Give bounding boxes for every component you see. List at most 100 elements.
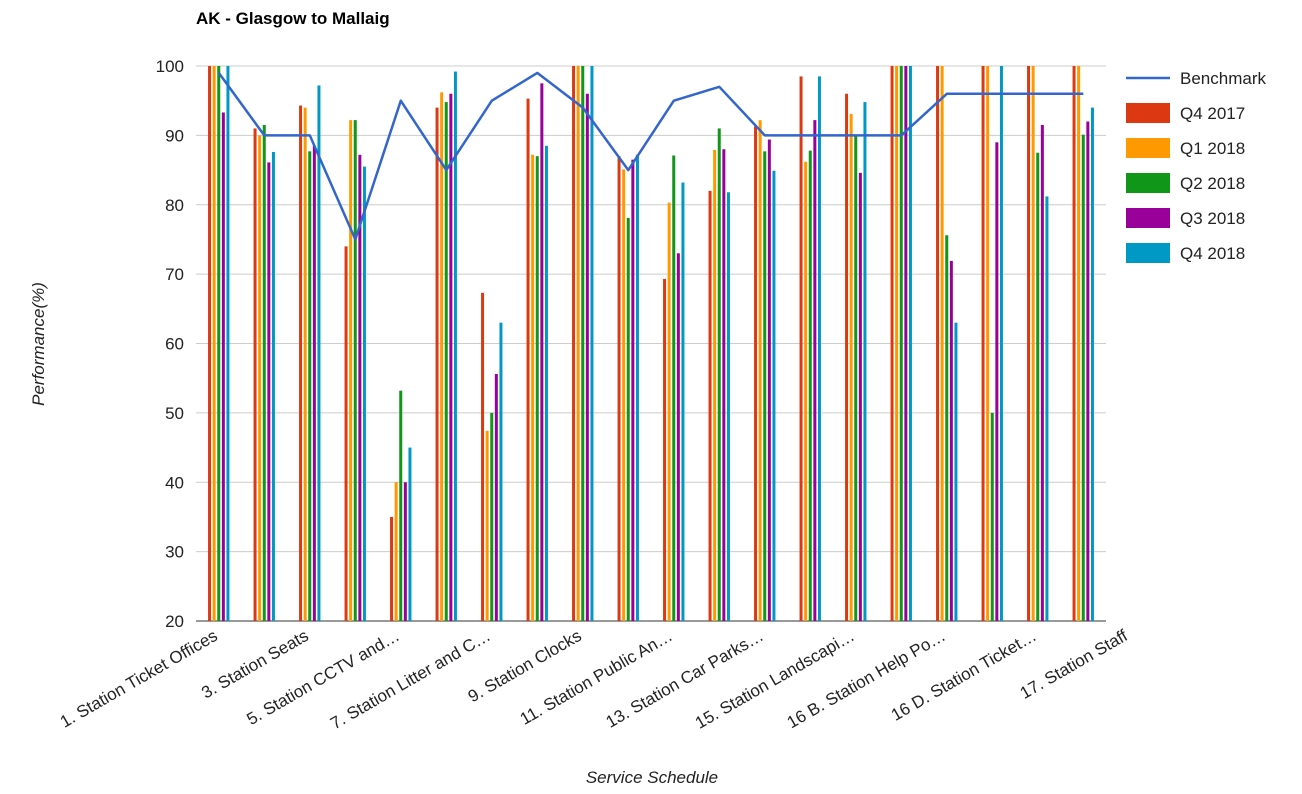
bar <box>863 102 867 621</box>
legend-label: Q4 2018 <box>1180 244 1245 263</box>
bar <box>813 120 817 622</box>
bar <box>358 154 362 622</box>
bar <box>576 66 580 621</box>
bar <box>217 66 221 621</box>
bar <box>226 66 230 621</box>
bar <box>899 66 903 621</box>
bar <box>212 66 216 621</box>
bar <box>408 447 412 621</box>
bar <box>990 412 994 621</box>
benchmark-line <box>217 71 1084 241</box>
bar <box>590 66 594 621</box>
bar <box>526 98 530 621</box>
bar <box>908 66 912 621</box>
bar <box>772 170 776 621</box>
legend-label: Q3 2018 <box>1180 209 1245 228</box>
y-tick-label: 20 <box>165 612 184 631</box>
bar <box>253 128 257 621</box>
bar <box>849 113 853 622</box>
bar <box>208 66 212 621</box>
bar <box>1086 121 1090 621</box>
bar <box>308 151 312 622</box>
bar <box>435 107 439 621</box>
x-tick-label: 5. Station CCTV and… <box>243 626 402 729</box>
x-tick-label: 13. Station Car Parks… <box>603 626 767 732</box>
bar <box>758 120 762 622</box>
bar <box>763 151 767 622</box>
gridlines <box>196 65 1106 622</box>
bar <box>312 145 316 621</box>
bar <box>394 482 398 621</box>
bar <box>808 150 812 621</box>
y-tick-label: 60 <box>165 335 184 354</box>
bar <box>572 66 576 621</box>
legend-label: Q4 2017 <box>1180 104 1245 123</box>
y-tick-label: 90 <box>165 126 184 145</box>
bar <box>1072 66 1076 621</box>
legend-label: Q2 2018 <box>1180 174 1245 193</box>
bar <box>540 83 544 621</box>
bar <box>1036 152 1040 621</box>
bar <box>499 322 503 621</box>
legend-label-benchmark: Benchmark <box>1180 69 1266 88</box>
bar <box>485 430 489 621</box>
legend-label: Q1 2018 <box>1180 139 1245 158</box>
bar <box>631 159 635 621</box>
benchmark-line-group <box>217 71 1084 241</box>
bar <box>258 135 262 621</box>
bar <box>936 66 940 621</box>
bar <box>390 516 394 621</box>
bar <box>713 149 717 621</box>
bar <box>262 124 266 621</box>
bar <box>449 93 453 621</box>
bar <box>754 126 758 621</box>
bar <box>635 154 639 622</box>
bar <box>303 107 307 621</box>
bar <box>676 253 680 621</box>
legend-swatch <box>1126 103 1170 123</box>
y-axis-title: Performance(%) <box>29 282 48 406</box>
bar <box>949 260 953 621</box>
legend-swatch <box>1126 173 1170 193</box>
y-tick-label: 30 <box>165 543 184 562</box>
bar <box>895 66 899 621</box>
bar <box>995 142 999 621</box>
bar <box>535 156 539 621</box>
bar <box>581 66 585 621</box>
bar <box>717 128 721 621</box>
bar <box>954 322 958 621</box>
bar <box>453 71 457 622</box>
bar <box>349 120 353 622</box>
x-tick-label: 7. Station Litter and C… <box>327 626 494 733</box>
bar <box>854 134 858 621</box>
bar <box>1027 66 1031 621</box>
bar <box>617 156 621 621</box>
bar <box>626 217 630 621</box>
bar <box>890 66 894 621</box>
x-tick-label: 16 D. Station Ticket… <box>888 626 1040 725</box>
bar <box>681 182 685 622</box>
bar <box>726 192 730 621</box>
bar <box>399 390 403 621</box>
bar <box>585 93 589 621</box>
bar <box>403 482 407 621</box>
bars <box>208 66 1094 622</box>
bar <box>858 172 862 621</box>
bar <box>1031 66 1035 621</box>
x-tick-label: 15. Station Landscapi… <box>692 626 858 733</box>
bar <box>362 166 366 621</box>
y-axis-ticks: 20 30 40 50 60 70 80 90 100 <box>156 57 184 631</box>
bar <box>767 139 771 621</box>
bar <box>299 105 303 621</box>
x-tick-label: 11. Station Public An… <box>517 626 676 729</box>
legend-swatch <box>1126 243 1170 263</box>
bar <box>981 66 985 621</box>
bar <box>667 202 671 621</box>
bar <box>444 102 448 621</box>
bar <box>531 154 535 622</box>
bar <box>622 169 626 621</box>
bar <box>722 149 726 621</box>
bar <box>267 162 271 621</box>
bar <box>1081 134 1085 621</box>
